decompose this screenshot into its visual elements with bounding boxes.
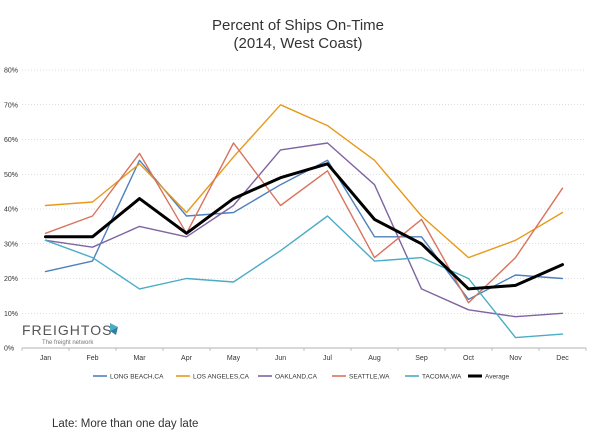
y-tick-label: 0% bbox=[4, 346, 14, 353]
y-tick-label: 10% bbox=[4, 311, 18, 318]
y-tick-label: 20% bbox=[4, 276, 18, 283]
y-tick-label: 60% bbox=[4, 137, 18, 144]
x-tick-label: Jul bbox=[323, 355, 332, 362]
y-tick-labels: 0% 10% 20% 30% 40% 50% 60% 70% 80% bbox=[4, 68, 18, 353]
x-tick-label: Oct bbox=[463, 355, 474, 362]
x-tick-label: Jan bbox=[40, 355, 51, 362]
x-tick-label: Feb bbox=[86, 355, 98, 362]
legend-label: LOS ANGELES,CA bbox=[193, 374, 250, 381]
logo-tagline: The freight network bbox=[42, 340, 94, 346]
series-line-seattle-wa bbox=[44, 142, 564, 304]
series-line-average bbox=[44, 162, 564, 291]
legend: LONG BEACH,CA LOS ANGELES,CA OAKLAND,CA SEA… bbox=[93, 374, 509, 381]
x-tick-label: Mar bbox=[133, 355, 146, 362]
chart-title-line-1: Percent of Ships On-Time bbox=[212, 17, 384, 34]
freightos-logo: FREIGHTOS The freight network bbox=[22, 322, 118, 346]
x-tick-label: Sep bbox=[415, 355, 428, 362]
x-tick-label: May bbox=[227, 355, 241, 362]
chart-title-line-2: (2014, West Coast) bbox=[234, 35, 363, 52]
legend-label: TACOMA,WA bbox=[422, 374, 462, 381]
legend-label: Average bbox=[485, 374, 509, 381]
grid-lines bbox=[22, 69, 586, 349]
y-tick-label: 40% bbox=[4, 207, 18, 214]
x-tick-label: Jun bbox=[275, 355, 286, 362]
logo-name: FREIGHTOS bbox=[22, 322, 112, 338]
logo-arrow-icon bbox=[110, 323, 118, 335]
x-tick-label: Apr bbox=[181, 355, 193, 362]
y-tick-label: 30% bbox=[4, 241, 18, 248]
series-line-los-angeles-ca bbox=[44, 104, 564, 259]
x-tick-labels: Jan Feb Mar Apr May Jun Jul Aug Sep Oct Nov Dec bbox=[21, 348, 587, 362]
footnote: Late: More than one day late bbox=[52, 418, 199, 430]
series-lines bbox=[44, 104, 564, 339]
y-tick-label: 70% bbox=[4, 102, 18, 109]
legend-label: SEATTLE,WA bbox=[349, 374, 390, 381]
x-tick-label: Nov bbox=[509, 355, 522, 362]
legend-label: LONG BEACH,CA bbox=[110, 374, 164, 381]
legend-label: OAKLAND,CA bbox=[275, 374, 318, 381]
x-tick-label: Dec bbox=[556, 355, 569, 362]
y-tick-label: 50% bbox=[4, 172, 18, 179]
x-tick-label: Aug bbox=[368, 355, 381, 362]
series-line-oakland-ca bbox=[44, 142, 564, 318]
y-tick-label: 80% bbox=[4, 68, 18, 75]
